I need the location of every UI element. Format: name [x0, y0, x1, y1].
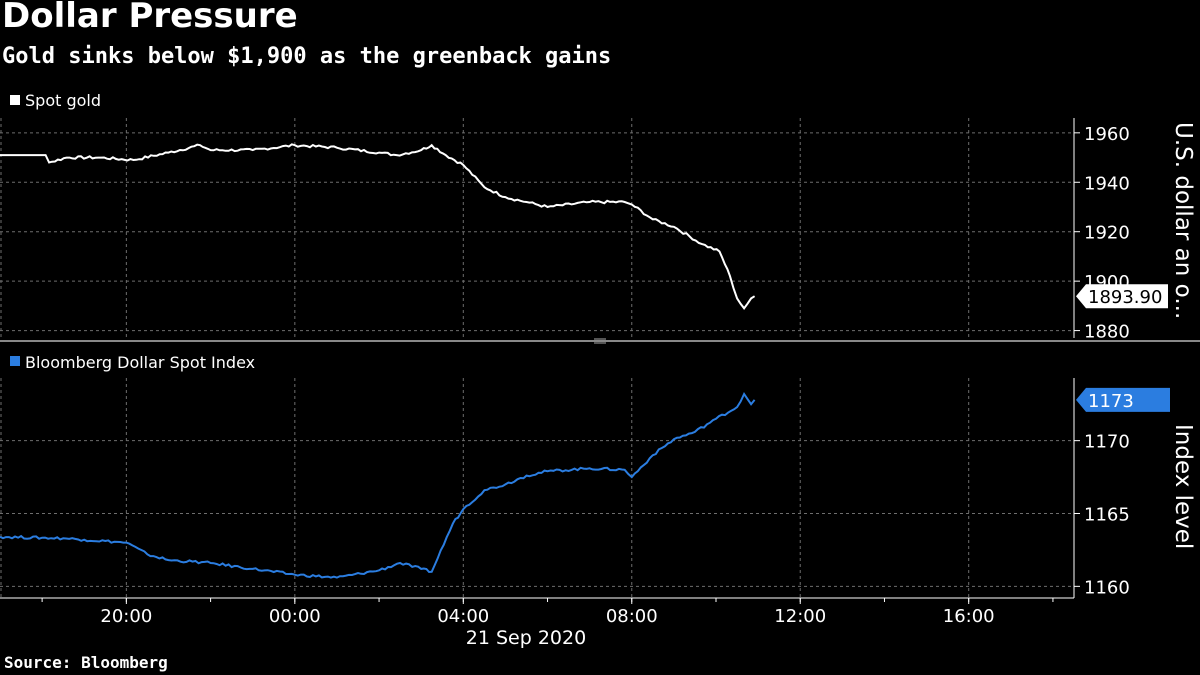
chart-subtitle: Gold sinks below $1,900 as the greenback… [2, 44, 612, 69]
grid-lines [0, 118, 1074, 598]
x-tick-label: 04:00 [437, 606, 489, 627]
y-axis-label-dollar: Index level [1170, 424, 1196, 549]
y-tick-label: 1165 [1084, 504, 1130, 525]
spot-gold-line [0, 143, 756, 310]
y-axis-label-gold: U.S. dollar an o... [1170, 122, 1196, 319]
chart-title: Dollar Pressure [2, 0, 298, 36]
value-labels: 1893.90 1173 [1076, 284, 1170, 412]
last-value-label: 1893.90 [1088, 287, 1162, 308]
y-tick-label: 1170 [1084, 432, 1130, 453]
last-value-tag [1076, 387, 1170, 412]
last-value-tag [1076, 284, 1168, 309]
x-tick-label: 00:00 [269, 606, 321, 627]
y-tick-label: 1960 [1084, 124, 1130, 145]
series-lines [0, 143, 756, 579]
x-tick-label: 20:00 [100, 606, 152, 627]
legend-label-dollar: Bloomberg Dollar Spot Index [25, 353, 255, 372]
source-note: Source: Bloomberg [4, 653, 168, 672]
y-tick-label: 1940 [1084, 173, 1130, 194]
x-tick-label: 12:00 [774, 606, 826, 627]
y-tick-label: 1920 [1084, 223, 1130, 244]
legend-swatch-gold [10, 95, 20, 105]
y-tick-label: 1880 [1084, 322, 1130, 343]
legend-swatch-dollar [10, 356, 20, 366]
axes: 20:00 00:00 04:00 08:00 12:00 16:001880190019… [0, 118, 1200, 627]
y-tick-label: 1160 [1084, 577, 1130, 598]
x-tick-label: 08:00 [606, 606, 658, 627]
legend-label-gold: Spot gold [25, 91, 101, 110]
x-tick-label: 16:00 [943, 606, 995, 627]
dollar-index-line [0, 391, 756, 579]
last-value-label: 1173 [1088, 391, 1134, 412]
x-axis-date-label: 21 Sep 2020 [466, 627, 586, 649]
